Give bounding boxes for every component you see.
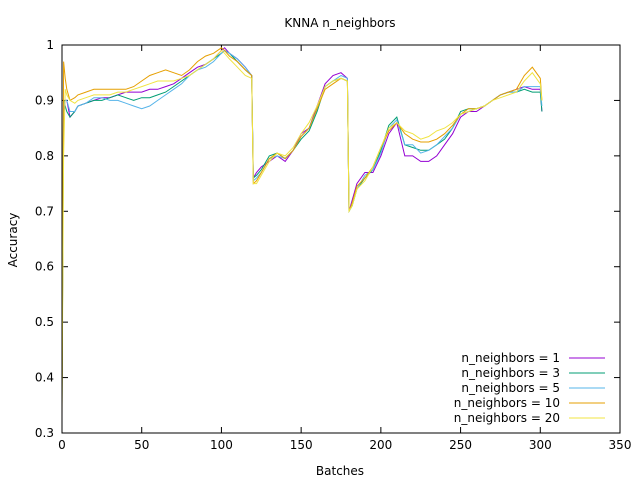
x-tick-label: 200 — [369, 438, 392, 452]
axis-ticks: 0 50 100 150 200 250 300 350 0.3 0.4 0.5 0.6 0.7 0.8 0… — [35, 38, 632, 452]
plot-area — [61, 47, 543, 417]
y-tick-label: 0.4 — [35, 371, 54, 385]
legend-label: n_neighbors = 3 — [461, 366, 560, 380]
series-line-3 — [61, 49, 543, 378]
y-tick-label: 1 — [46, 38, 54, 52]
x-axis-label: Batches — [316, 464, 364, 478]
legend-label: n_neighbors = 5 — [461, 381, 560, 395]
x-tick-label: 0 — [58, 438, 66, 452]
x-tick-label: 350 — [609, 438, 632, 452]
legend: n_neighbors = 1n_neighbors = 3n_neighbor… — [454, 351, 605, 425]
x-tick-label: 150 — [290, 438, 313, 452]
y-tick-label: 0.7 — [35, 204, 54, 218]
y-axis-label: Accuracy — [6, 213, 20, 268]
plot-frame — [61, 44, 621, 434]
legend-label: n_neighbors = 10 — [454, 396, 560, 410]
x-tick-label: 100 — [210, 438, 233, 452]
y-tick-label: 0.3 — [35, 426, 54, 440]
x-tick-label: 250 — [449, 438, 472, 452]
y-tick-label: 0.5 — [35, 315, 54, 329]
x-tick-label: 300 — [529, 438, 552, 452]
series-line-4 — [61, 47, 543, 417]
legend-label: n_neighbors = 20 — [454, 411, 560, 425]
x-tick-label: 50 — [134, 438, 149, 452]
series-line-5 — [61, 49, 543, 406]
series-line-1 — [61, 47, 543, 389]
y-tick-label: 0.9 — [35, 93, 54, 107]
y-tick-label: 0.8 — [35, 149, 54, 163]
legend-label: n_neighbors = 1 — [461, 351, 560, 365]
y-tick-label: 0.6 — [35, 260, 54, 274]
chart-title: KNNA n_neighbors — [284, 16, 395, 30]
